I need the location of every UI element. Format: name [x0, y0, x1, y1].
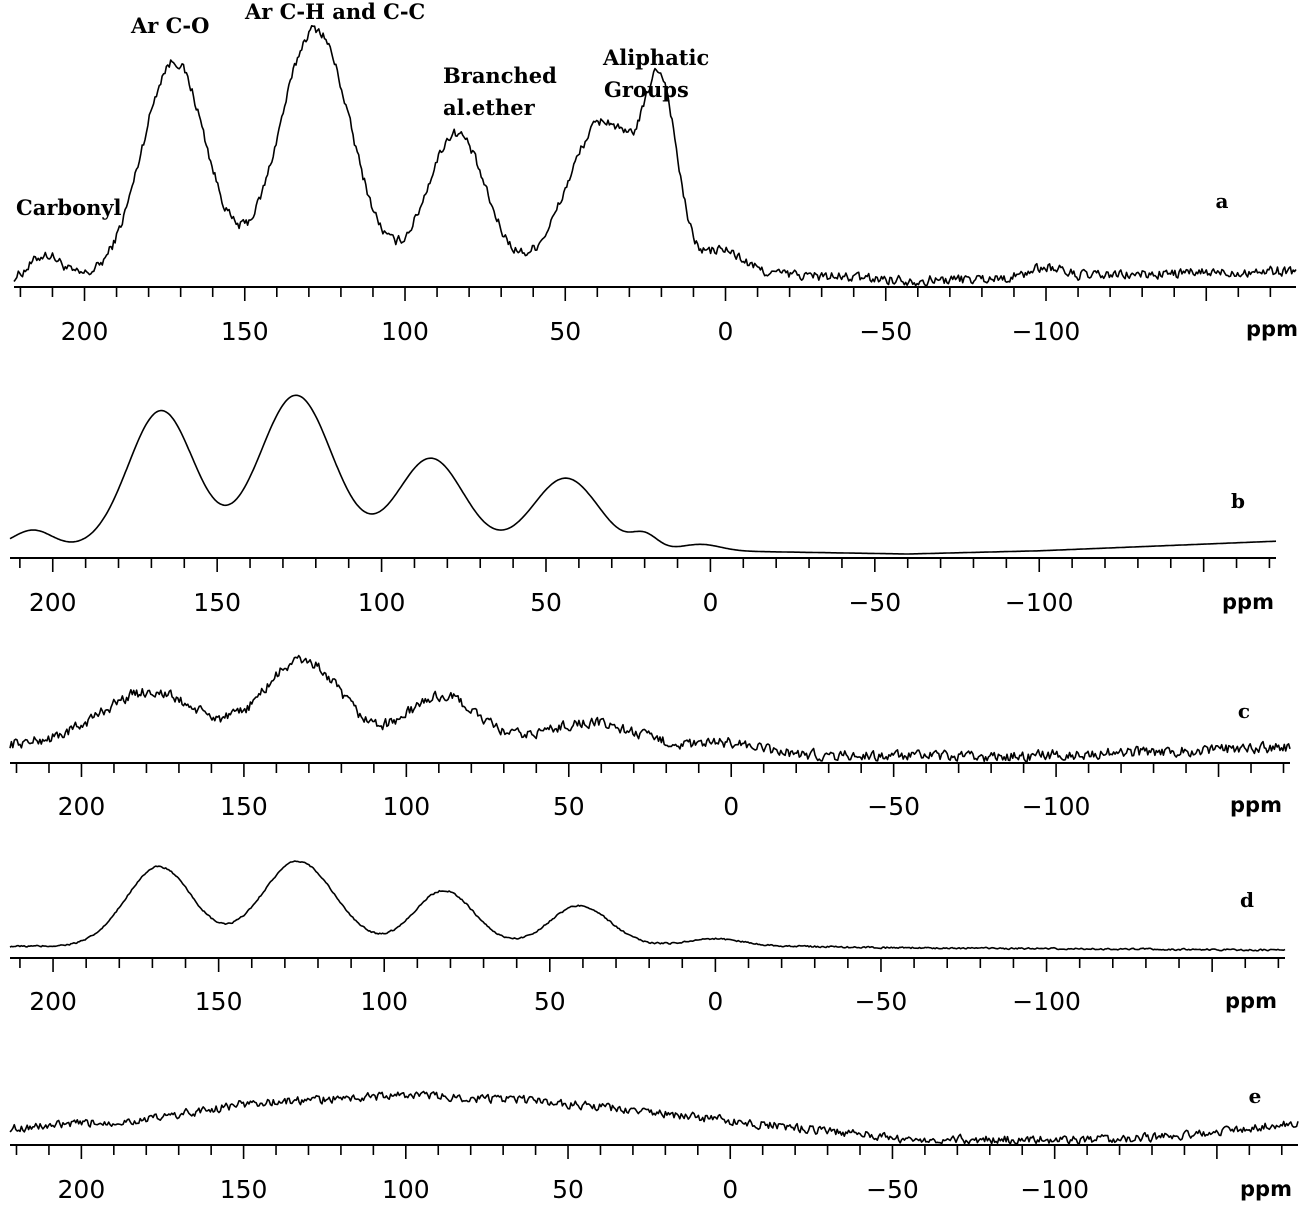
tick-label: 100 — [381, 317, 429, 346]
tick-label: −100 — [1012, 987, 1081, 1016]
tick-label: −100 — [1005, 588, 1074, 617]
tick-label: 150 — [193, 588, 241, 617]
tick-label: 100 — [382, 1175, 430, 1204]
panel-letter-b: b — [1231, 489, 1245, 513]
panel-letter-e: e — [1249, 1084, 1262, 1108]
x-axis-unit-b: ppm — [1222, 590, 1274, 614]
spectrum-panel-e: 200 150 100 50 0 −50 −100 ppm e — [9, 1084, 1299, 1204]
tick-label: 100 — [358, 588, 406, 617]
tick-label: −100 — [1012, 317, 1081, 346]
annotation-carbonyl: Carbonyl — [16, 195, 122, 220]
tick-label: 50 — [553, 792, 585, 821]
tick-label: 100 — [382, 792, 430, 821]
annotation-al-ether: al.ether — [443, 95, 536, 120]
spectrum-panel-b: 200 150 100 50 0 −50 −100 ppm b — [9, 394, 1277, 617]
x-axis-ticks-d — [19, 958, 1280, 972]
tick-label: 0 — [722, 1175, 738, 1204]
tick-label: −100 — [1020, 1175, 1089, 1204]
x-axis-tick-labels-e: 200 150 100 50 0 −50 −100 — [58, 1175, 1089, 1204]
tick-label: 0 — [702, 588, 718, 617]
annotation-aliphatic: Aliphatic — [602, 45, 709, 70]
spectrum-trace-c — [9, 654, 1291, 763]
x-axis-unit-e: ppm — [1240, 1177, 1292, 1201]
tick-label: 50 — [549, 317, 581, 346]
tick-label: 0 — [718, 317, 734, 346]
tick-label: 150 — [221, 317, 269, 346]
tick-label: 200 — [58, 1175, 106, 1204]
tick-label: 200 — [29, 588, 77, 617]
x-axis-unit-d: ppm — [1225, 989, 1277, 1013]
x-axis-ticks-a — [19, 287, 1272, 301]
tick-label: 200 — [29, 987, 77, 1016]
annotation-branched: Branched — [443, 63, 557, 88]
tick-label: 200 — [61, 317, 109, 346]
x-axis-ticks-c — [15, 763, 1285, 777]
annotation-ar-c-h-and-c-c: Ar C-H and C-C — [244, 0, 425, 24]
spectrum-panel-a: 200 150 100 50 0 −50 −100 ppm a Carbonyl… — [13, 0, 1298, 346]
spectrum-panel-c: 200 150 100 50 0 −50 −100 ppm c — [9, 654, 1291, 821]
tick-label: −100 — [1022, 792, 1091, 821]
annotation-groups: Groups — [604, 77, 689, 102]
tick-label: −50 — [855, 987, 908, 1016]
spectrum-trace-e — [9, 1090, 1299, 1146]
x-axis-tick-labels-a: 200 150 100 50 0 −50 −100 — [61, 317, 1081, 346]
x-axis-ticks-e — [15, 1145, 1283, 1159]
tick-label: 50 — [530, 588, 562, 617]
tick-label: 50 — [534, 987, 566, 1016]
tick-label: 50 — [552, 1175, 584, 1204]
tick-label: 150 — [220, 1175, 268, 1204]
annotation-ar-c-o: Ar C-O — [130, 13, 209, 38]
panel-letter-a: a — [1216, 189, 1229, 213]
tick-label: 0 — [707, 987, 723, 1016]
spectrum-trace-d — [9, 860, 1286, 952]
x-axis-unit-c: ppm — [1230, 793, 1282, 817]
spectrum-trace-a — [13, 25, 1297, 287]
tick-label: −50 — [867, 792, 920, 821]
tick-label: −50 — [848, 588, 901, 617]
x-axis-tick-labels-d: 200 150 100 50 0 −50 −100 — [29, 987, 1081, 1016]
tick-label: 150 — [195, 987, 243, 1016]
spectrum-trace-b — [9, 394, 1277, 555]
tick-label: −50 — [866, 1175, 919, 1204]
panel-letter-c: c — [1238, 699, 1250, 723]
tick-label: 100 — [360, 987, 408, 1016]
tick-label: 0 — [723, 792, 739, 821]
panel-letter-d: d — [1240, 888, 1254, 912]
x-axis-ticks-b — [19, 558, 1271, 572]
tick-label: 200 — [58, 792, 106, 821]
tick-label: 150 — [220, 792, 268, 821]
x-axis-tick-labels-b: 200 150 100 50 0 −50 −100 — [29, 588, 1074, 617]
x-axis-unit-a: ppm — [1246, 317, 1298, 341]
spectrum-panel-d: 200 150 100 50 0 −50 −100 ppm d — [9, 860, 1286, 1016]
x-axis-tick-labels-c: 200 150 100 50 0 −50 −100 — [58, 792, 1091, 821]
tick-label: −50 — [859, 317, 912, 346]
